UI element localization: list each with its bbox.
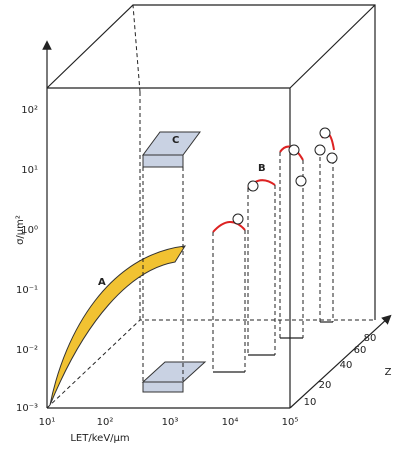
z-tick-label: 20 bbox=[319, 380, 332, 391]
x-tick-label: 10² bbox=[97, 417, 114, 428]
z-title: Z bbox=[385, 367, 392, 378]
x-title: LET/keV/μm bbox=[70, 433, 129, 444]
z-tick-label: 10 bbox=[304, 397, 317, 408]
z-tick-label: 60 bbox=[354, 345, 367, 356]
x-tick-label: 10⁵ bbox=[282, 417, 299, 428]
x-tick-label: 10⁴ bbox=[222, 417, 239, 428]
label-a: A bbox=[98, 277, 106, 288]
y-tick-label: 10⁰ bbox=[21, 225, 38, 236]
y-tick-label: 10⁻³ bbox=[16, 403, 38, 414]
z-tick-label: 40 bbox=[340, 360, 353, 371]
y-title: σ/μm² bbox=[15, 215, 26, 245]
z-tick-label: 80 bbox=[364, 333, 377, 344]
label-c: C bbox=[172, 135, 179, 146]
y-tick-label: 10⁻² bbox=[16, 345, 38, 356]
y-tick-label: 10¹ bbox=[21, 165, 38, 176]
region-a bbox=[49, 245, 186, 406]
y-tick-label: 10² bbox=[21, 105, 38, 116]
y-tick-label: 10⁻¹ bbox=[16, 285, 38, 296]
x-tick-label: 10³ bbox=[162, 417, 179, 428]
x-tick-label: 10¹ bbox=[39, 417, 56, 428]
plate-c bbox=[141, 131, 207, 393]
label-b: B bbox=[258, 163, 266, 174]
curves bbox=[212, 127, 338, 373]
box bbox=[42, 4, 392, 409]
